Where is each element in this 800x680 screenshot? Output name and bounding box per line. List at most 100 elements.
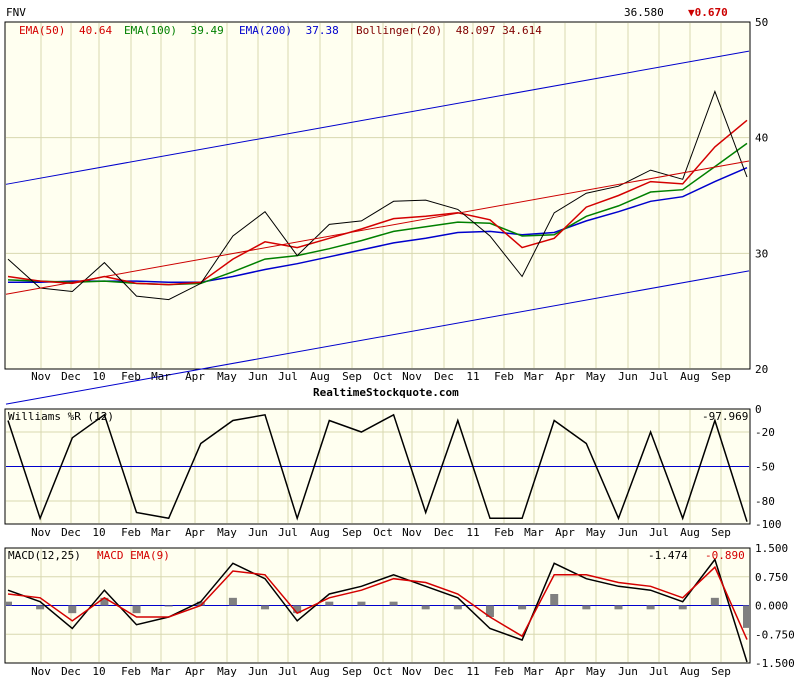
x-tick-label: Nov [31, 526, 51, 539]
x-tick-label: Nov [402, 665, 422, 678]
legend-ema50: EMA(50) 40.64 [19, 24, 112, 37]
x-tick-label: Nov [31, 370, 51, 383]
x-tick-label: May [586, 526, 606, 539]
x-tick-label: May [586, 370, 606, 383]
x-tick-label: Sep [342, 526, 362, 539]
x-tick-label: Aug [680, 526, 700, 539]
macd-histogram-bar [710, 597, 719, 606]
y-axis-labels: 50 40 30 20 0 -20 -50 -80 -100 1.500 0.750 0.000 -0.… [755, 16, 795, 670]
x-tick-label: 11 [466, 370, 479, 383]
x-tick-label: Feb [494, 370, 514, 383]
x-tick-label: May [217, 370, 237, 383]
x-axis-labels: Nov Nov Nov Dec Dec Dec 10 10 10 Feb Feb Feb Mar Mar M… [31, 370, 731, 678]
x-tick-label: Sep [342, 665, 362, 678]
macd-y-tick: 0.000 [755, 600, 788, 613]
price-panel [4, 21, 751, 370]
x-tick-label: Nov [402, 526, 422, 539]
x-tick-label: Dec [434, 526, 454, 539]
x-tick-label: 10 [92, 370, 105, 383]
x-tick-label: Aug [680, 665, 700, 678]
macd-histogram-bar [743, 605, 751, 628]
last-price: 36.580 [624, 6, 664, 19]
x-tick-label: Jul [278, 665, 298, 678]
macd-y-tick: 1.500 [755, 542, 788, 555]
macd-histogram-bar [357, 601, 366, 606]
x-tick-label: Feb [121, 526, 141, 539]
price-y-tick: 40 [755, 132, 768, 145]
regression-midline [5, 160, 750, 295]
x-tick-label: Mar [524, 665, 544, 678]
williams-y-tick: -50 [755, 461, 775, 474]
x-tick-label: Sep [711, 665, 731, 678]
macd-histogram-bar [453, 605, 462, 610]
legend-bollinger: Bollinger(20) 48.097 34.614 [356, 24, 542, 37]
x-tick-label: Dec [61, 526, 81, 539]
x-tick-label: Jul [649, 370, 669, 383]
price-y-tick: 50 [755, 16, 768, 29]
x-tick-label: 11 [466, 526, 479, 539]
macd-label: MACD(12,25) [8, 549, 81, 562]
x-tick-label: May [586, 665, 606, 678]
macd-histogram-bar [36, 605, 45, 610]
x-tick-label: Jul [278, 526, 298, 539]
price-series [5, 50, 750, 405]
macd-value: -1.474 [648, 549, 688, 562]
x-tick-label: Mar [151, 665, 171, 678]
macd-histogram-bar [485, 605, 494, 617]
macd-histogram-bar [196, 601, 205, 606]
x-tick-label: Jun [248, 665, 268, 678]
x-tick-label: Dec [61, 370, 81, 383]
legend-bollinger-label: Bollinger(20) [356, 24, 442, 37]
macd-histogram-bar [646, 605, 655, 610]
legend-ema50-label: EMA(50) [19, 24, 65, 37]
macd-histogram-bar [582, 605, 591, 610]
macd-y-tick: -1.500 [755, 657, 795, 670]
regression-channel-line [5, 270, 750, 405]
macd-y-tick: -0.750 [755, 628, 795, 641]
ema-200-line [8, 167, 748, 284]
x-tick-label: Nov [402, 370, 422, 383]
legend-ema200-value: 37.38 [306, 24, 339, 37]
macd-signal-line [7, 565, 748, 640]
price-y-tick: 30 [755, 247, 768, 260]
macd-histogram-bar [228, 597, 237, 606]
williams-y-tick: 0 [755, 403, 762, 416]
macd-ema-value: -0.890 [705, 549, 745, 562]
macd-histogram-bar [614, 605, 623, 610]
x-tick-label: Feb [494, 526, 514, 539]
x-tick-label: Sep [342, 370, 362, 383]
macd-histogram-bar [550, 594, 559, 606]
x-tick-label: Apr [185, 526, 205, 539]
x-tick-label: Jun [248, 370, 268, 383]
x-tick-label: Sep [711, 526, 731, 539]
x-tick-label: Feb [494, 665, 514, 678]
x-tick-label: Aug [310, 526, 330, 539]
x-tick-label: Dec [434, 665, 454, 678]
legend-ema50-value: 40.64 [79, 24, 112, 37]
x-tick-label: Oct [373, 370, 393, 383]
x-tick-label: 10 [92, 665, 105, 678]
x-tick-label: Apr [185, 370, 205, 383]
price-legend: EMA(50) 40.64 EMA(100) 39.49 EMA(200) 37… [19, 24, 542, 37]
x-tick-label: Aug [680, 370, 700, 383]
x-tick-label: May [217, 665, 237, 678]
x-tick-label: Apr [555, 370, 575, 383]
grid-lines [6, 23, 749, 662]
x-tick-label: Oct [373, 526, 393, 539]
macd-histogram-bar [164, 605, 173, 607]
macd-ema-label: MACD EMA(9) [97, 549, 170, 562]
x-tick-label: Jun [618, 665, 638, 678]
x-tick-label: Nov [31, 665, 51, 678]
ema-50-line [7, 119, 748, 286]
macd-histogram-bar [132, 605, 141, 614]
x-tick-label: Mar [151, 370, 171, 383]
x-tick-label: Dec [61, 665, 81, 678]
macd-series [4, 557, 751, 663]
x-tick-label: Jun [248, 526, 268, 539]
x-tick-label: Oct [373, 665, 393, 678]
x-tick-label: Jul [649, 526, 669, 539]
x-tick-label: Apr [555, 526, 575, 539]
x-tick-label: Jul [649, 665, 669, 678]
